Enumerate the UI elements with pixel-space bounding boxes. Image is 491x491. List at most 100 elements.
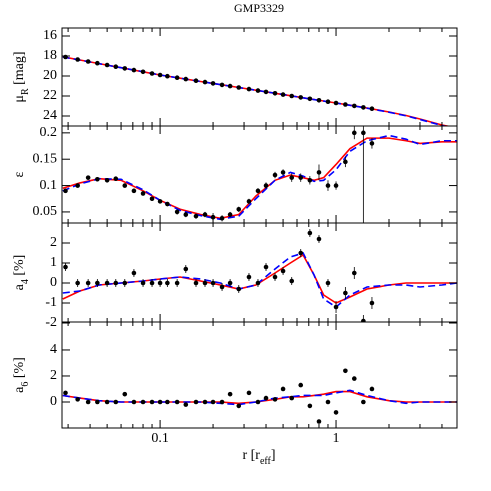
data-point (280, 92, 286, 97)
data-point (298, 95, 304, 100)
data-point (95, 60, 100, 66)
data-point (361, 105, 366, 110)
data-point (219, 215, 225, 221)
model-line (62, 56, 448, 126)
data-point (343, 368, 348, 374)
data-point (272, 397, 278, 402)
data-point (149, 280, 155, 286)
data-point (236, 286, 242, 292)
data-point (63, 390, 68, 396)
data-point (272, 274, 278, 280)
data-point (113, 280, 119, 286)
data-point (85, 59, 91, 64)
y-axis-label: a6 [%] (12, 357, 31, 393)
data-point (289, 395, 295, 401)
data-point (193, 78, 199, 83)
data-point (122, 391, 128, 397)
data-point (140, 69, 146, 75)
model-line (62, 134, 457, 221)
y-tick-label: 22 (43, 88, 57, 103)
frame (61, 321, 458, 429)
data-point (104, 399, 110, 405)
data-point (369, 106, 375, 111)
y-axis-label-part: μ (12, 95, 27, 103)
data-point (219, 399, 225, 405)
data-point (202, 79, 208, 85)
data-point (113, 64, 119, 69)
data-point (255, 280, 261, 286)
data-point (325, 399, 331, 405)
data-point (149, 71, 155, 76)
data-point (298, 175, 304, 180)
x-axis-label-part: ] (271, 448, 276, 463)
data-point (219, 82, 225, 88)
data-point (202, 280, 208, 286)
data-point (280, 268, 286, 274)
data-point (193, 280, 199, 286)
data-point (361, 399, 366, 405)
plot-area (62, 229, 457, 322)
data-point (157, 72, 163, 78)
data-point (246, 390, 252, 396)
y-axis-label: μR [mag] (12, 51, 31, 102)
y-tick-label: -2 (45, 315, 57, 330)
data-point (298, 382, 304, 388)
data-point (122, 183, 128, 188)
data-point (104, 280, 110, 286)
y-tick-label: 18 (43, 48, 57, 63)
model-line (62, 252, 457, 308)
data-point (202, 399, 208, 405)
data-point (122, 280, 128, 286)
y-tick-label: 16 (43, 28, 57, 43)
model-line (62, 253, 457, 304)
y-tick-label: 4 (50, 342, 57, 357)
data-point (325, 183, 331, 188)
x-axis-label-part: eff (260, 456, 272, 467)
data-point (157, 399, 163, 405)
data-point (157, 280, 163, 286)
plot-area (62, 54, 452, 126)
model-line (62, 389, 457, 406)
data-point (280, 386, 286, 392)
data-point (85, 175, 91, 180)
model-line (62, 137, 457, 220)
frame (61, 222, 458, 323)
data-point (174, 75, 180, 80)
data-point (75, 280, 80, 286)
data-point (149, 196, 155, 202)
data-point (85, 280, 91, 286)
frame (61, 27, 458, 127)
data-point (104, 177, 110, 183)
data-point (333, 100, 339, 106)
data-point (131, 399, 137, 405)
y-tick-label: 2 (50, 368, 57, 383)
data-point (298, 250, 304, 256)
data-point (343, 290, 348, 296)
data-point (140, 280, 146, 286)
data-point (316, 419, 322, 424)
y-tick-label: 2 (50, 235, 57, 250)
y-axis-label: ε (12, 171, 27, 177)
data-point (263, 183, 269, 188)
data-point (113, 399, 119, 405)
data-point (333, 410, 339, 415)
data-point (174, 399, 180, 405)
data-point (289, 175, 295, 180)
data-point (272, 91, 278, 96)
data-point (325, 280, 331, 286)
data-point (246, 199, 252, 204)
data-point (75, 183, 80, 188)
data-point (210, 399, 216, 405)
data-point (165, 280, 170, 286)
data-point (227, 280, 233, 286)
frame (61, 125, 458, 224)
y-axis-label: a4 [%] (12, 255, 31, 291)
data-point (289, 278, 295, 284)
data-point (63, 54, 68, 60)
y-axis-label-part: a (12, 386, 27, 393)
data-point (165, 201, 170, 207)
data-point (333, 304, 339, 310)
y-tick-label: 0 (50, 275, 57, 290)
data-point (246, 274, 252, 280)
